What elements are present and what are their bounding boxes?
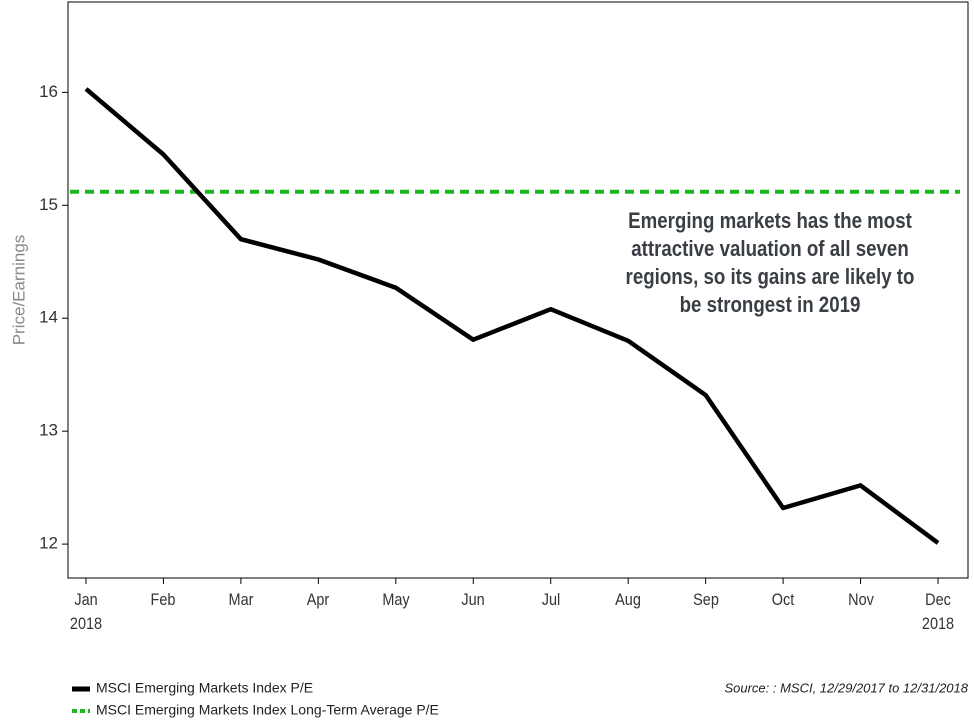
x-tick-label: Aug <box>615 590 642 609</box>
x-tick-label: Jan 2018 <box>69 590 103 633</box>
y-axis-label: Price/Earnings <box>9 235 28 346</box>
x-tick-label: Jul <box>541 590 560 609</box>
y-tick-label: 15 <box>39 195 58 214</box>
y-tick-label: 16 <box>39 82 58 101</box>
x-tick-label: Apr <box>307 590 330 609</box>
x-tick-label: Nov <box>847 590 874 609</box>
source: Source: : MSCI, 12/29/2017 to 12/31/2018 <box>724 680 968 695</box>
x-tick-label: Jun <box>461 590 485 609</box>
y-tick-label: 12 <box>39 534 58 553</box>
x-tick-label: Feb <box>150 590 176 609</box>
x-tick-label: Sep <box>692 590 719 609</box>
x-tick-label: May <box>382 590 410 609</box>
x-tick-label: Oct <box>771 590 795 609</box>
x-tick-label: Dec 2018 <box>921 590 955 633</box>
x-tick-label: Mar <box>228 590 254 609</box>
plot-frame <box>67 1 969 579</box>
y-tick-label: 14 <box>39 308 58 327</box>
annotation: Emerging markets has the most attractive… <box>625 208 915 317</box>
y-tick-label: 13 <box>39 421 58 440</box>
legend-label: MSCI Emerging Markets Index P/E <box>96 680 313 696</box>
series-line <box>84 87 940 545</box>
legend-label: MSCI Emerging Markets Index Long-Term Av… <box>96 702 439 718</box>
